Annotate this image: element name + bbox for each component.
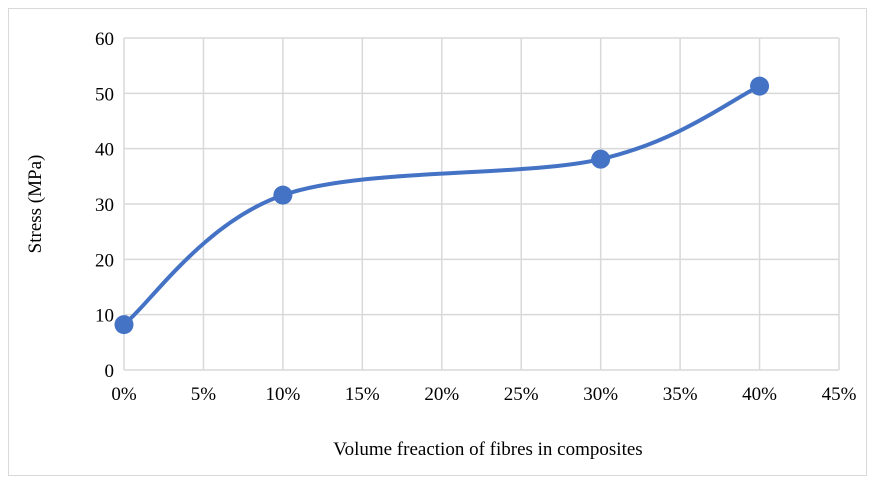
x-tick-label: 40% (742, 384, 777, 405)
x-tick-label: 5% (191, 384, 217, 405)
x-tick-label: 20% (424, 384, 459, 405)
x-tick-label: 45% (822, 384, 857, 405)
grid (123, 37, 840, 371)
x-tick-label: 0% (111, 384, 137, 405)
y-tick-label: 20 (95, 250, 114, 271)
series-line (122, 84, 762, 327)
data-point (591, 149, 611, 169)
x-tick-label: 35% (663, 384, 698, 405)
y-axis-title: Stress (MPa) (25, 155, 46, 254)
data-point (750, 76, 770, 96)
series-group (114, 76, 770, 335)
y-tick-label: 0 (105, 361, 115, 382)
x-tick-label: 25% (504, 384, 539, 405)
y-tick-label: 10 (95, 306, 114, 327)
x-tick-label: 10% (265, 384, 300, 405)
y-axis-ticks: 0 10 20 30 40 50 60 (95, 29, 114, 382)
y-tick-label: 60 (95, 29, 114, 50)
x-tick-label: 15% (345, 384, 380, 405)
data-point (114, 315, 134, 335)
y-tick-label: 30 (95, 195, 114, 216)
x-axis-ticks: 0% 5% 10% 15% 20% 25% 30% 35% 40% 45% (111, 384, 856, 405)
x-tick-label: 30% (583, 384, 618, 405)
data-point (273, 185, 293, 205)
y-tick-label: 50 (95, 84, 114, 105)
x-axis-title: Volume freaction of fibres in composites (333, 439, 642, 460)
chart-frame (8, 8, 867, 476)
y-tick-label: 40 (95, 140, 114, 161)
